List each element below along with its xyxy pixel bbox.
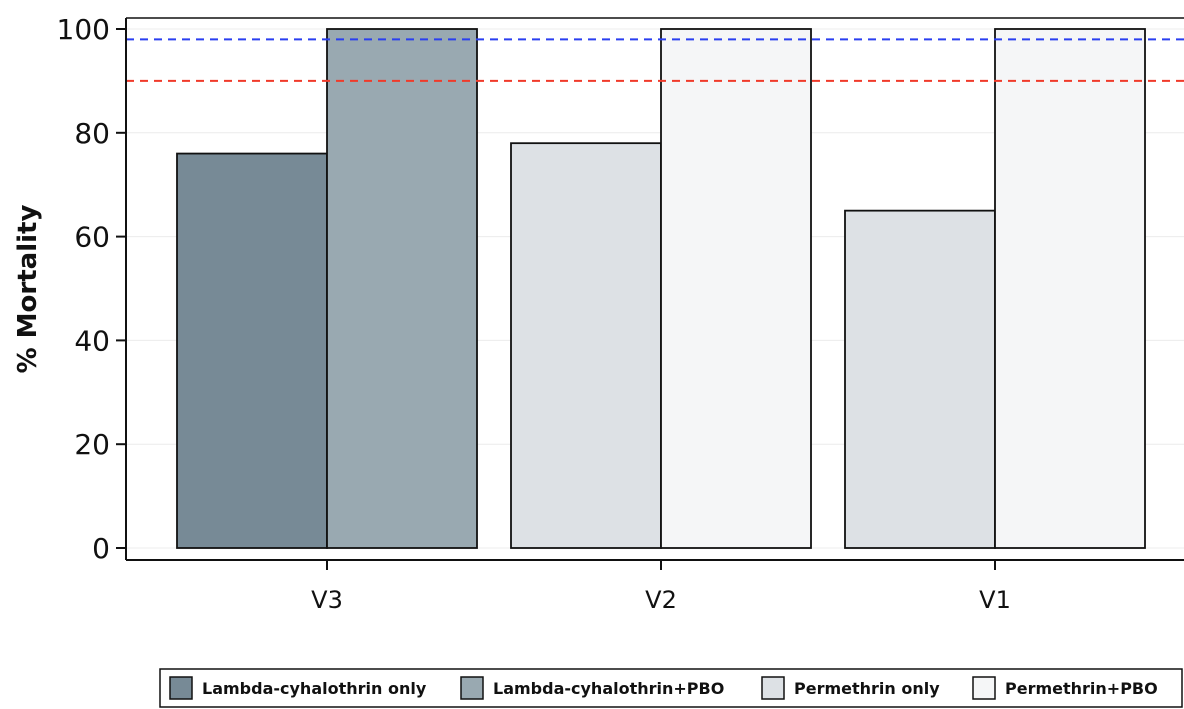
x-tick-label: V3 <box>311 586 343 614</box>
legend-swatch <box>761 676 785 700</box>
legend-label: Permethrin+PBO <box>1005 679 1158 698</box>
legend-box <box>159 668 1183 708</box>
bar <box>510 142 662 549</box>
x-tick-label: V1 <box>979 586 1011 614</box>
legend-swatch <box>169 676 193 700</box>
y-tick-label: 40 <box>74 324 110 357</box>
bar <box>660 28 812 549</box>
bar <box>844 209 996 549</box>
y-ticks: 0 20 40 60 80 100 <box>57 13 126 565</box>
legend-swatch <box>460 676 484 700</box>
bar <box>326 28 478 549</box>
y-tick-label: 0 <box>92 532 110 565</box>
y-tick-label: 100 <box>57 13 110 46</box>
legend: Lambda-cyhalothrin only Lambda-cyhalothri… <box>159 668 1183 708</box>
legend-swatch <box>972 676 996 700</box>
x-ticks: V3 V2 V1 <box>311 560 1011 614</box>
y-tick-label: 80 <box>74 117 110 150</box>
legend-label: Permethrin only <box>794 679 940 698</box>
y-tick-label: 60 <box>74 221 110 254</box>
y-tick-label: 20 <box>74 428 110 461</box>
legend-label: Lambda-cyhalothrin+PBO <box>493 679 724 698</box>
legend-label: Lambda-cyhalothrin only <box>202 679 427 698</box>
y-axis-title: % Mortality <box>13 205 43 374</box>
bars <box>176 28 1146 549</box>
axes <box>125 17 1184 561</box>
x-tick-label: V2 <box>645 586 677 614</box>
bar <box>176 152 328 549</box>
bar <box>994 28 1146 549</box>
